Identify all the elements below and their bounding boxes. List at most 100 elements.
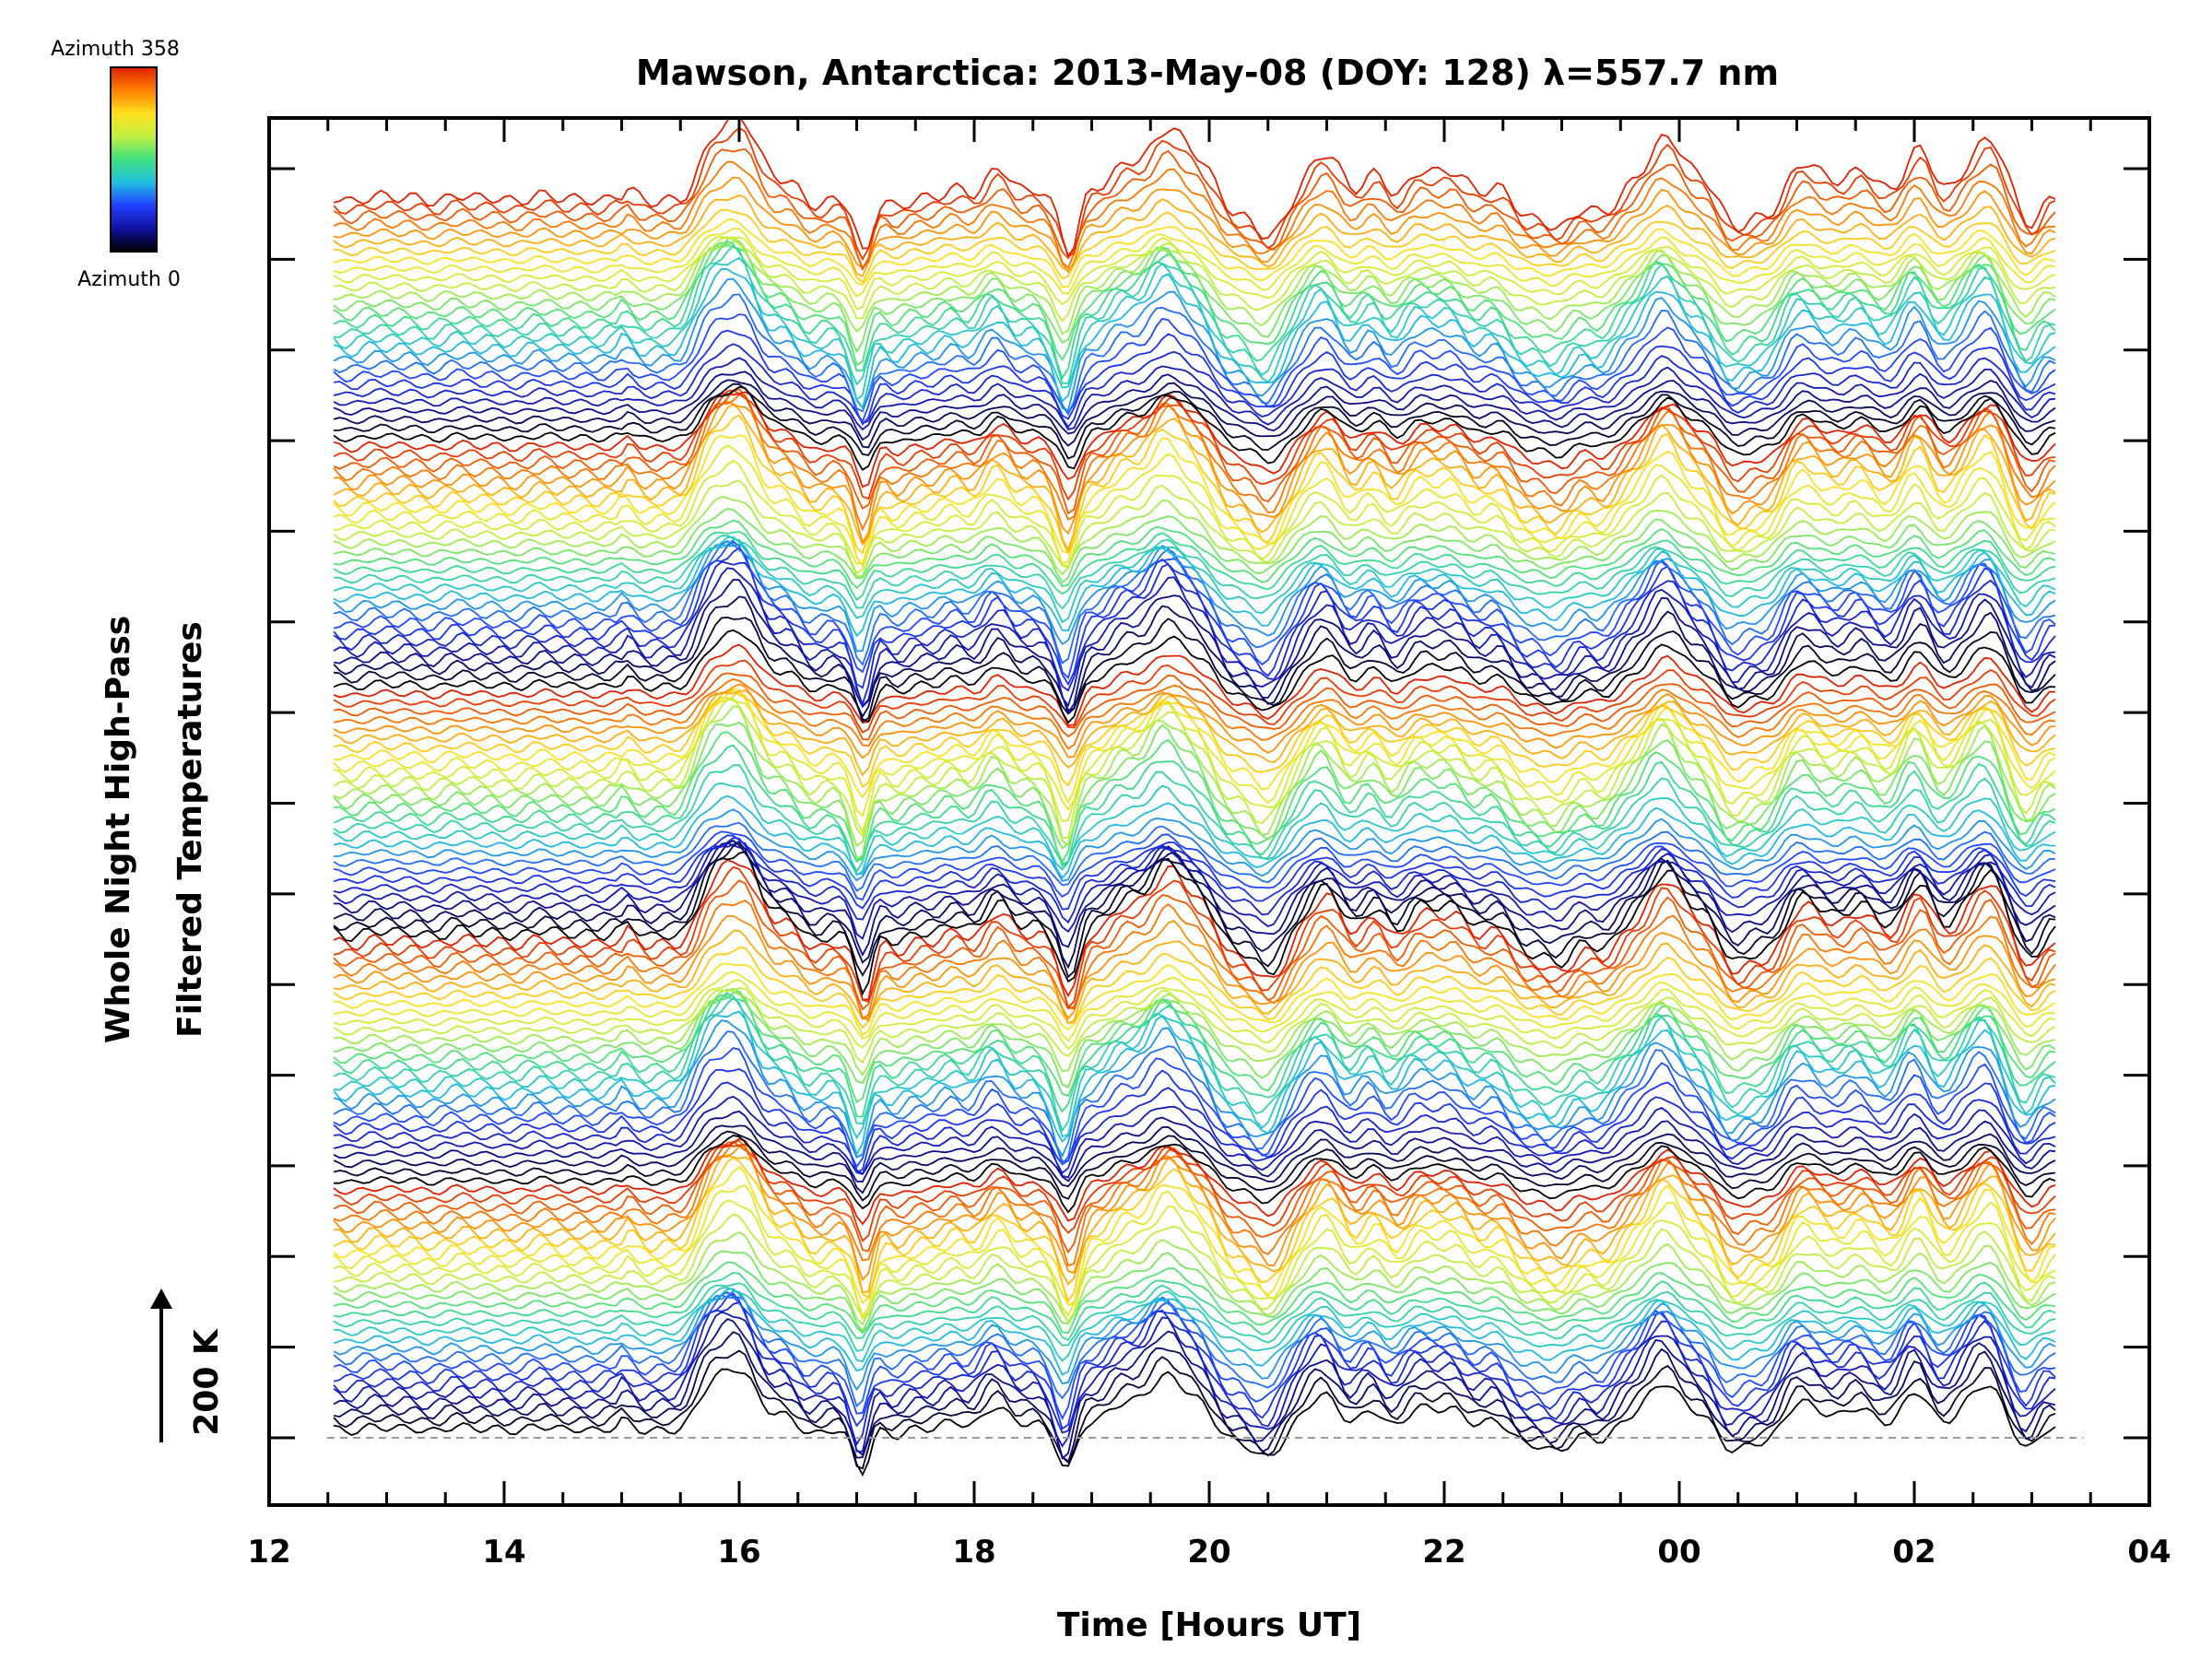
trace-line xyxy=(333,1292,2056,1430)
trace-line xyxy=(333,277,2056,412)
trace-line xyxy=(333,830,2056,901)
trace-line xyxy=(333,764,2056,874)
trace-line xyxy=(333,1331,2056,1465)
trace-line xyxy=(334,208,2056,284)
chart-title: Mawson, Antarctica: 2013-May-08 (DOY: 12… xyxy=(636,53,1779,93)
trace-lines xyxy=(333,118,2056,1477)
trace-line xyxy=(333,479,2056,575)
colorbar-bottom-label: Azimuth 0 xyxy=(77,268,181,291)
trace-line xyxy=(333,840,2056,970)
trace-line xyxy=(333,971,2056,1042)
trace-line xyxy=(333,508,2056,584)
trace-line xyxy=(333,1271,2056,1342)
trace-line xyxy=(333,987,2056,1065)
trace-line xyxy=(333,176,2056,274)
trace-line xyxy=(333,194,2056,277)
trace-line xyxy=(333,388,2056,515)
trace-line xyxy=(333,241,2056,381)
trace-line xyxy=(333,385,2056,471)
trace-line xyxy=(333,329,2056,426)
trace-line xyxy=(334,382,2056,460)
trace-line xyxy=(333,1290,2056,1392)
trace-line xyxy=(333,160,2056,270)
trace-line xyxy=(334,962,2056,1037)
trace-line xyxy=(333,899,2056,1020)
trace-line xyxy=(333,543,2056,653)
trace-line xyxy=(333,530,2056,602)
trace-line xyxy=(333,1166,2056,1306)
trace-line xyxy=(333,236,2056,335)
trace-line xyxy=(333,313,2056,424)
trace-line xyxy=(333,721,2056,861)
x-tick-label: 16 xyxy=(717,1534,760,1571)
trace-line xyxy=(334,1287,2056,1363)
trace-line xyxy=(333,1261,2056,1335)
trace-line xyxy=(333,1230,2056,1326)
trace-line xyxy=(333,357,2056,431)
trace-line xyxy=(334,688,2056,805)
trace-line xyxy=(333,126,2056,262)
trace-line xyxy=(333,540,2056,680)
trace-line xyxy=(333,821,2056,892)
trace-line xyxy=(333,1124,2056,1194)
trace-line xyxy=(333,1294,2056,1408)
trace-line xyxy=(333,235,2056,311)
trace-line xyxy=(333,1110,2056,1183)
trace-line xyxy=(333,403,2056,553)
trace-line xyxy=(334,459,2056,570)
trace-line xyxy=(333,1184,2056,1319)
trace-line xyxy=(333,996,2056,1140)
x-tick-label: 12 xyxy=(247,1534,290,1571)
colorbar-top-label: Azimuth 358 xyxy=(51,38,180,61)
trace-line xyxy=(333,1311,2056,1453)
trace-line xyxy=(333,865,2056,1010)
trace-line xyxy=(333,744,2056,868)
trace-line xyxy=(333,994,2056,1118)
x-axis-label: Time [Hours UT] xyxy=(1057,1606,1361,1644)
trace-line xyxy=(333,535,2056,624)
trace-line xyxy=(333,1318,2056,1460)
trace-line xyxy=(334,731,2056,865)
x-tick-label: 02 xyxy=(1892,1534,1936,1571)
x-tick-label: 20 xyxy=(1187,1534,1230,1571)
trace-line xyxy=(333,629,2056,724)
trace-line xyxy=(333,1143,2056,1242)
trace-line xyxy=(333,1019,2056,1159)
trace-line xyxy=(333,1081,2056,1175)
trace-line xyxy=(333,1288,2056,1376)
trace-line xyxy=(333,293,2056,417)
trace-line xyxy=(333,1095,2056,1179)
trace-line xyxy=(333,228,2056,298)
trace-line xyxy=(334,1213,2056,1324)
trace-line xyxy=(333,538,2056,638)
trace-line xyxy=(333,1137,2056,1226)
trace-line xyxy=(333,1282,2056,1352)
trace-line xyxy=(333,696,2056,835)
trace-line xyxy=(334,841,2056,958)
trace-line xyxy=(333,578,2056,715)
trace-line xyxy=(333,879,2056,1011)
trace-line xyxy=(333,1067,2056,1174)
trace-line xyxy=(333,540,2056,666)
trace-line xyxy=(333,698,2056,840)
scale-bar-arrowhead xyxy=(150,1288,172,1309)
x-tick-label: 00 xyxy=(1657,1534,1700,1571)
trace-line xyxy=(333,782,2056,877)
trace-line xyxy=(333,496,2056,578)
trace-line xyxy=(333,689,2056,788)
x-tick-label: 18 xyxy=(952,1534,995,1571)
trace-line xyxy=(333,560,2056,707)
trace-line xyxy=(333,689,2056,777)
trace-line xyxy=(333,947,2056,1030)
trace-line xyxy=(333,979,2056,1051)
trace-line xyxy=(333,1030,2056,1166)
trace-line xyxy=(333,1047,2056,1169)
trace-line xyxy=(333,1368,2056,1477)
trace-line xyxy=(333,988,2056,1077)
trace-line xyxy=(333,1157,2056,1303)
trace-line xyxy=(333,343,2056,429)
trace-line xyxy=(333,915,2056,1022)
trace-line xyxy=(333,434,2056,568)
x-tick-label: 14 xyxy=(482,1534,525,1571)
trace-line xyxy=(333,567,2056,708)
